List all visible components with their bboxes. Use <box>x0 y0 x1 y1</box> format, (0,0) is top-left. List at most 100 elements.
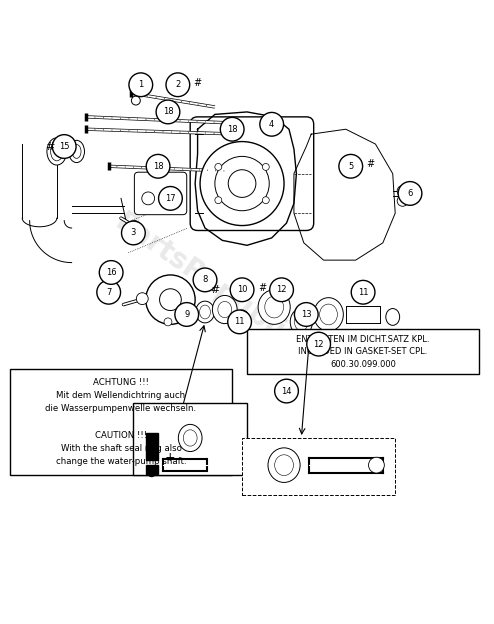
Text: 1: 1 <box>138 80 143 89</box>
Circle shape <box>228 310 251 334</box>
FancyBboxPatch shape <box>146 433 158 461</box>
Text: #: # <box>258 283 266 293</box>
Circle shape <box>294 303 318 326</box>
Circle shape <box>275 379 298 403</box>
Text: 3: 3 <box>131 228 136 238</box>
Ellipse shape <box>183 430 197 446</box>
Circle shape <box>260 112 284 136</box>
Circle shape <box>200 142 284 225</box>
Circle shape <box>164 192 177 205</box>
Ellipse shape <box>314 298 343 331</box>
Circle shape <box>220 117 244 141</box>
Text: ACHTUNG !!!
Mit dem Wellendichtring auch
die Wasserpumpenwelle wechseln.

CAUTIO: ACHTUNG !!! Mit dem Wellendichtring auch… <box>45 378 197 466</box>
Circle shape <box>164 318 172 326</box>
Text: 13: 13 <box>301 310 312 319</box>
Circle shape <box>146 275 195 324</box>
Circle shape <box>166 73 190 97</box>
Text: +: + <box>165 451 176 464</box>
Text: 18: 18 <box>153 162 164 171</box>
Circle shape <box>159 187 182 210</box>
Ellipse shape <box>235 310 249 329</box>
Circle shape <box>215 163 222 170</box>
Ellipse shape <box>196 301 214 323</box>
FancyBboxPatch shape <box>133 403 247 475</box>
Ellipse shape <box>268 448 300 482</box>
Ellipse shape <box>386 308 400 325</box>
Circle shape <box>129 73 153 97</box>
Ellipse shape <box>238 313 247 325</box>
Circle shape <box>339 154 363 178</box>
Text: 11: 11 <box>358 288 369 297</box>
FancyBboxPatch shape <box>242 438 395 495</box>
Circle shape <box>397 195 408 207</box>
Text: 15: 15 <box>59 142 70 151</box>
Text: 10: 10 <box>237 285 247 295</box>
Circle shape <box>97 280 121 304</box>
Ellipse shape <box>218 301 232 318</box>
Ellipse shape <box>290 308 312 336</box>
Ellipse shape <box>200 305 210 319</box>
Circle shape <box>52 135 76 158</box>
Text: ENTHALTEN IM DICHT.SATZ KPL.
INCLUDED IN GASKET-SET CPL.
600.30.099.000: ENTHALTEN IM DICHT.SATZ KPL. INCLUDED IN… <box>296 334 430 369</box>
Circle shape <box>146 154 170 178</box>
Text: #: # <box>194 78 202 88</box>
Circle shape <box>228 170 256 197</box>
Circle shape <box>398 182 422 205</box>
Ellipse shape <box>51 142 63 161</box>
Text: #: # <box>367 159 374 169</box>
Text: 8: 8 <box>203 275 207 285</box>
Ellipse shape <box>294 313 308 331</box>
Text: 12: 12 <box>276 285 287 295</box>
Circle shape <box>351 280 375 304</box>
Ellipse shape <box>258 290 290 324</box>
Circle shape <box>160 289 181 311</box>
Text: 18: 18 <box>227 125 238 134</box>
Ellipse shape <box>265 296 284 318</box>
Circle shape <box>230 278 254 301</box>
Text: 12: 12 <box>313 339 324 349</box>
Ellipse shape <box>212 295 237 324</box>
Text: 5: 5 <box>348 162 353 171</box>
Circle shape <box>131 96 140 105</box>
Ellipse shape <box>72 145 81 158</box>
Text: 9: 9 <box>184 310 189 319</box>
Circle shape <box>215 197 222 203</box>
Circle shape <box>270 278 293 301</box>
FancyBboxPatch shape <box>134 172 187 215</box>
Text: 7: 7 <box>106 288 111 297</box>
Circle shape <box>215 157 269 211</box>
Circle shape <box>307 332 330 356</box>
Circle shape <box>156 100 180 124</box>
Text: 4: 4 <box>269 120 274 129</box>
Circle shape <box>142 192 155 205</box>
Text: 2: 2 <box>175 80 180 89</box>
Circle shape <box>128 221 140 233</box>
Text: #: # <box>45 142 54 152</box>
Text: 14: 14 <box>281 386 292 396</box>
Text: 17: 17 <box>165 194 176 203</box>
FancyBboxPatch shape <box>190 117 314 230</box>
Text: PartsRepublik: PartsRepublik <box>110 208 305 357</box>
Circle shape <box>369 457 384 473</box>
Circle shape <box>99 261 123 285</box>
Ellipse shape <box>320 304 337 325</box>
Text: #: # <box>210 285 219 295</box>
Ellipse shape <box>69 140 84 163</box>
FancyBboxPatch shape <box>146 465 158 474</box>
Text: 18: 18 <box>163 107 173 117</box>
Text: 11: 11 <box>234 318 245 326</box>
Circle shape <box>397 185 408 197</box>
Circle shape <box>148 469 156 477</box>
Circle shape <box>136 293 148 305</box>
Circle shape <box>262 197 269 203</box>
Circle shape <box>122 221 145 245</box>
Circle shape <box>193 268 217 292</box>
FancyBboxPatch shape <box>10 369 232 475</box>
Ellipse shape <box>275 455 293 475</box>
Circle shape <box>262 163 269 170</box>
Ellipse shape <box>47 138 67 165</box>
Circle shape <box>175 303 199 326</box>
Ellipse shape <box>178 424 202 452</box>
FancyBboxPatch shape <box>247 329 479 374</box>
Text: 6: 6 <box>408 189 412 198</box>
